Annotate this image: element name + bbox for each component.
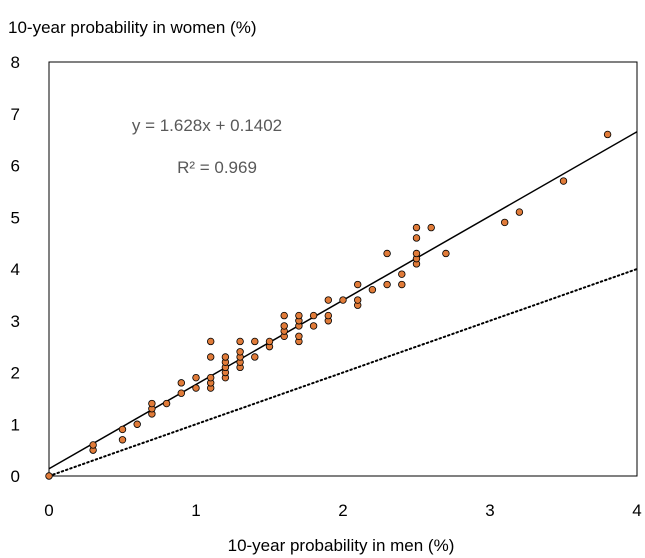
data-point	[339, 296, 347, 304]
y-tick-labels: 0 1 2 3 4 5 6 7 8	[11, 53, 20, 486]
data-point	[442, 249, 450, 258]
y-tick-label: 8	[11, 53, 20, 72]
x-tick-label: 2	[338, 501, 347, 520]
data-point	[280, 322, 288, 330]
y-tick-label: 4	[11, 260, 20, 279]
data-point	[354, 280, 362, 289]
data-point	[398, 270, 406, 278]
y-tick-label: 0	[11, 467, 20, 486]
data-point	[559, 177, 568, 185]
data-point	[383, 249, 391, 258]
data-point	[324, 296, 332, 304]
y-axis-title: 10-year probability in women (%)	[8, 18, 257, 37]
data-point	[398, 280, 406, 289]
data-point	[162, 399, 171, 408]
data-point	[368, 286, 377, 294]
y-tick-label: 2	[11, 364, 20, 383]
data-points	[45, 130, 612, 480]
data-point	[118, 425, 127, 434]
reference-line	[48, 268, 638, 477]
data-point	[221, 353, 230, 361]
data-point	[603, 130, 612, 139]
data-point	[515, 208, 524, 216]
data-point	[89, 441, 97, 449]
data-point	[236, 348, 244, 356]
y-tick-label: 7	[11, 105, 20, 124]
data-point	[251, 353, 259, 361]
data-point	[354, 296, 362, 304]
data-point	[206, 353, 215, 361]
y-tick-label: 5	[11, 208, 20, 227]
data-point	[265, 337, 274, 346]
x-tick-label: 4	[632, 501, 641, 520]
data-point	[206, 337, 215, 346]
trendline-equation: y = 1.628x + 0.1402	[132, 116, 282, 135]
data-point	[412, 223, 421, 232]
data-point	[309, 311, 318, 320]
data-point	[192, 373, 200, 382]
x-tick-label: 1	[191, 501, 200, 520]
data-point	[192, 384, 200, 392]
data-point	[177, 379, 185, 387]
data-point	[295, 332, 303, 340]
data-point	[324, 311, 332, 320]
data-point	[501, 218, 509, 227]
data-point	[280, 311, 288, 320]
data-point	[236, 337, 244, 346]
data-point	[412, 234, 421, 242]
x-axis-title: 10-year probability in men (%)	[228, 536, 455, 555]
data-point	[148, 399, 156, 408]
x-tick-labels: 0 1 2 3 4	[44, 501, 641, 520]
x-tick-label: 3	[485, 501, 494, 520]
data-point	[383, 280, 391, 289]
reference-line-layer	[48, 268, 638, 477]
data-point	[118, 436, 127, 444]
x-tick-label: 0	[44, 501, 53, 520]
data-point	[295, 311, 303, 320]
data-point	[309, 322, 318, 330]
y-tick-label: 3	[11, 312, 20, 331]
data-point	[177, 389, 185, 397]
data-point	[427, 223, 435, 232]
y-tick-label: 1	[11, 415, 20, 434]
data-point	[206, 373, 215, 382]
data-point	[251, 337, 259, 346]
data-point	[45, 472, 53, 480]
y-tick-label: 6	[11, 157, 20, 176]
r-squared-label: R² = 0.969	[177, 158, 257, 177]
data-point	[412, 249, 421, 258]
data-point	[133, 420, 141, 428]
